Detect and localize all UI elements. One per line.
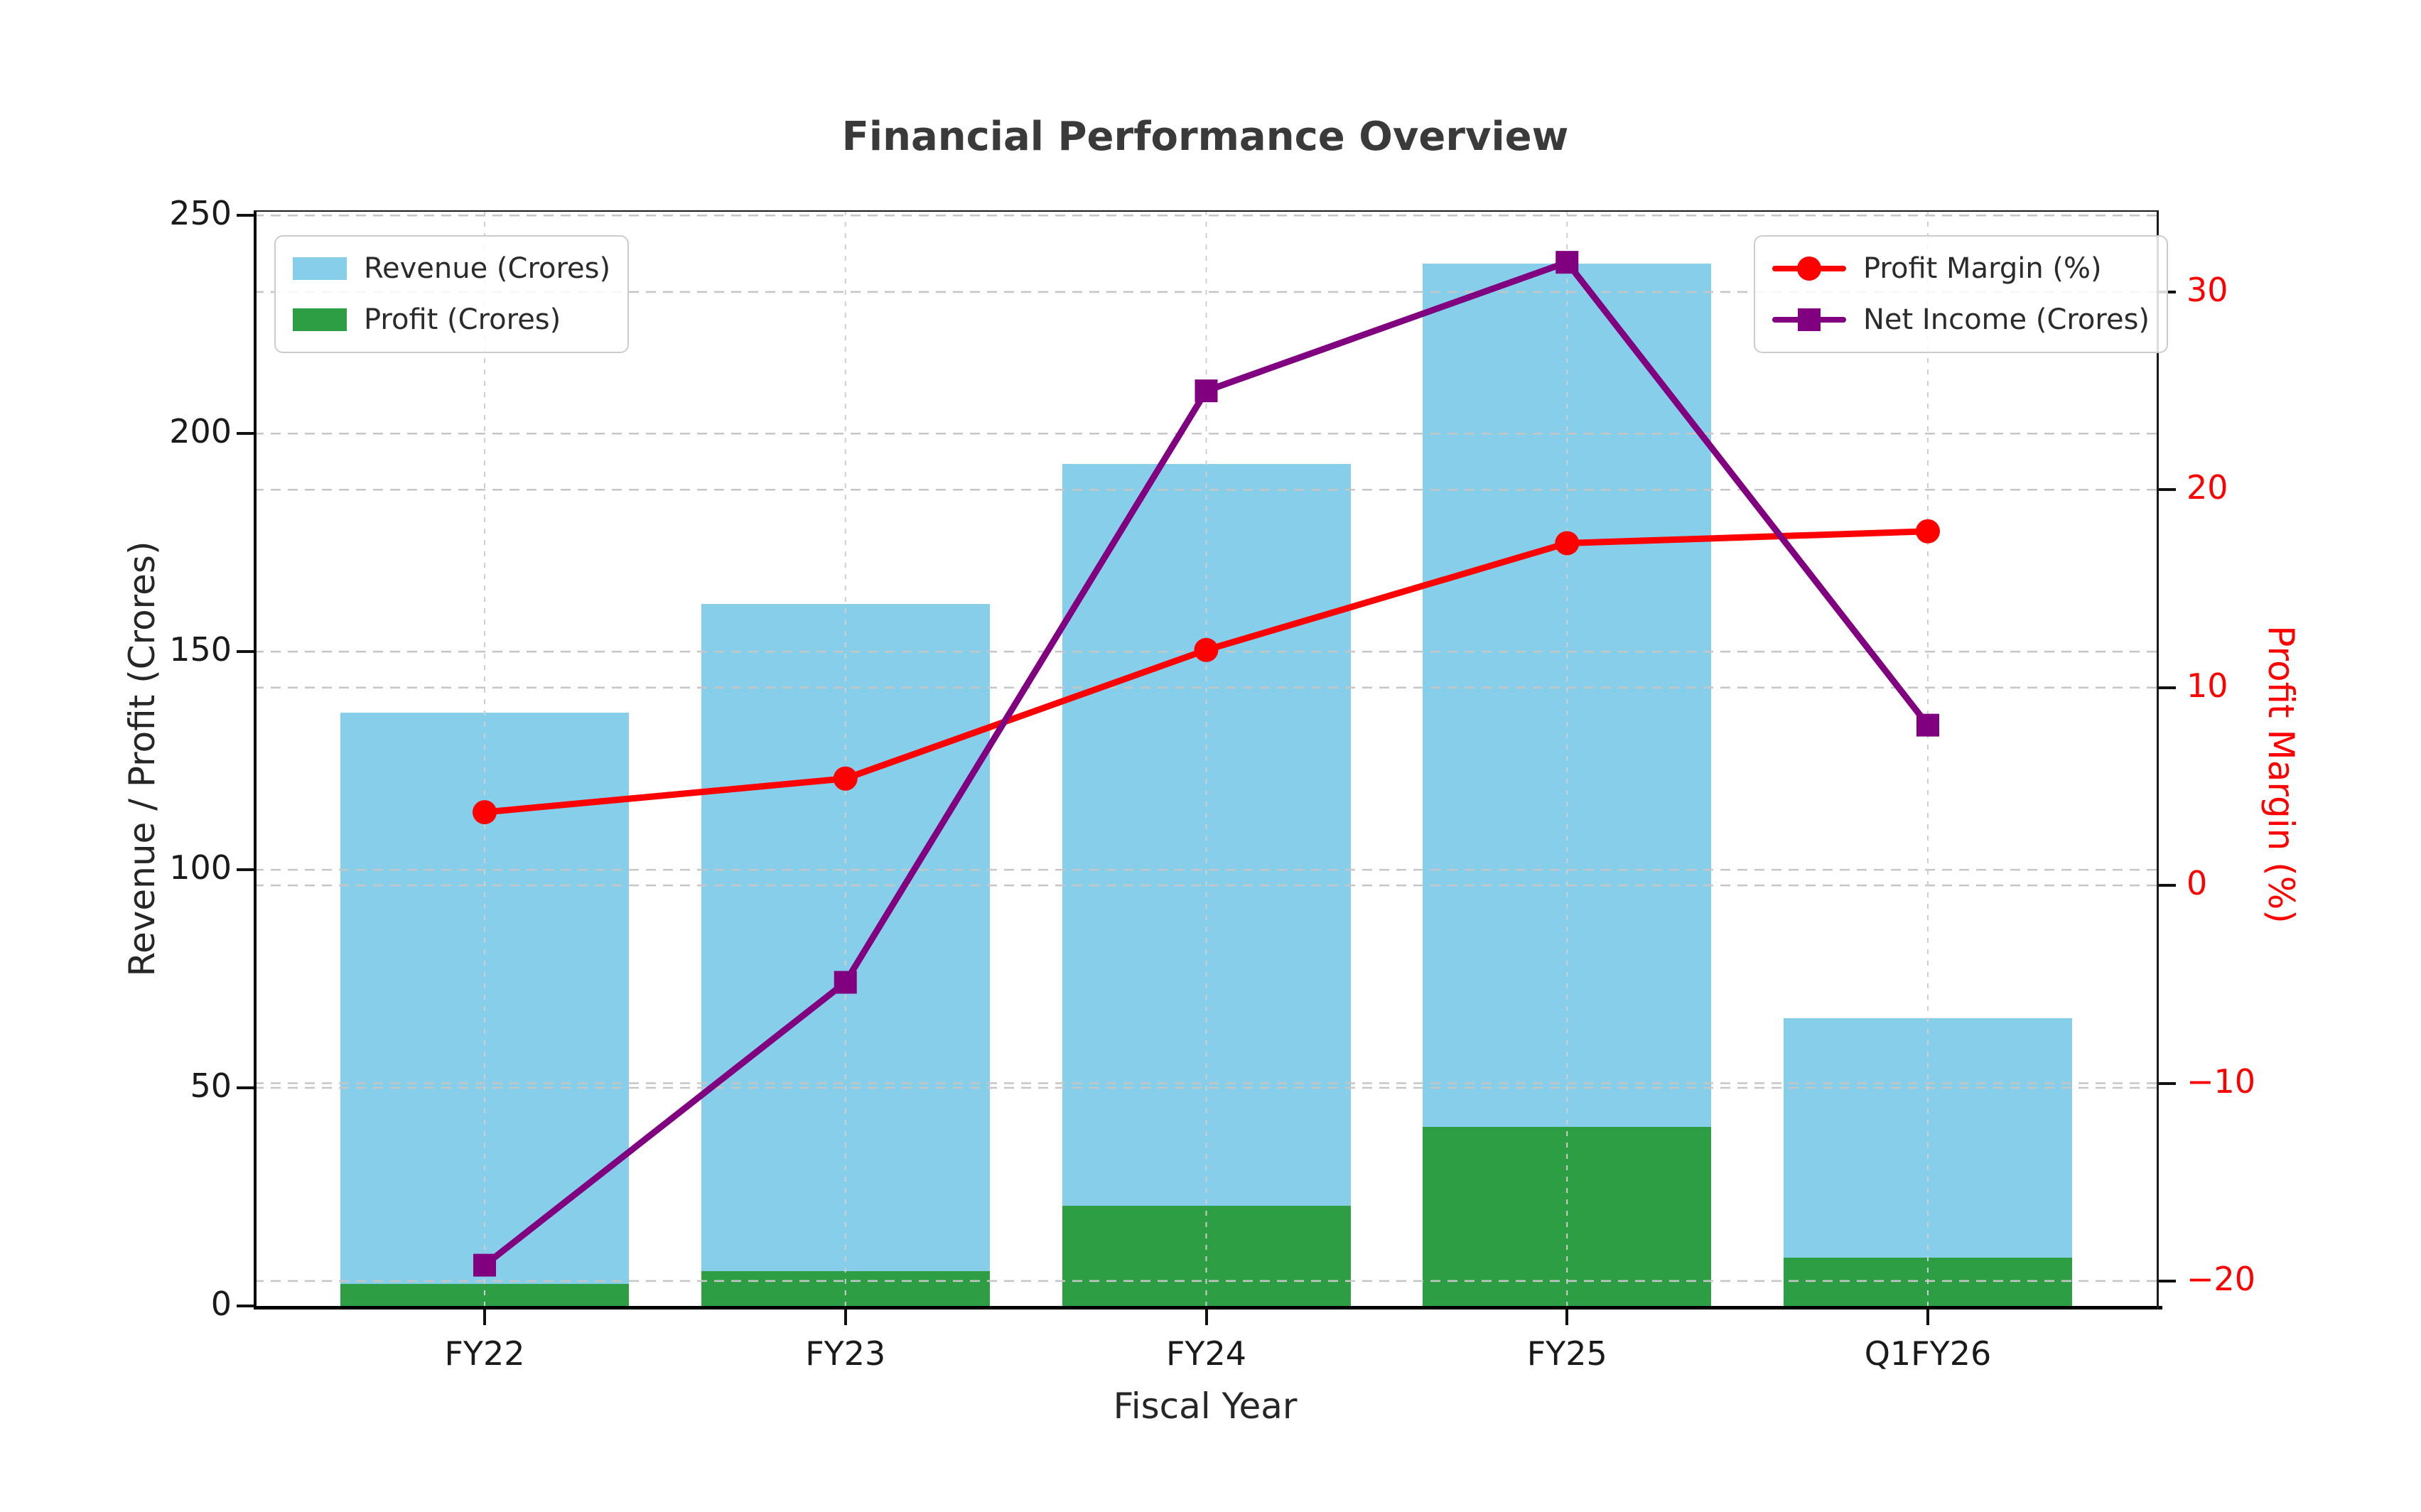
netincome-point-fy25	[1555, 251, 1579, 274]
profit-swatch-icon	[293, 308, 347, 331]
left-tick-label-50: 50	[190, 1066, 232, 1106]
revenue-swatch-icon	[293, 257, 347, 280]
legend-item-margin: Profit Margin (%)	[1772, 248, 2150, 289]
x-tick-fy24	[1204, 1310, 1208, 1325]
left-tick-200	[237, 432, 254, 436]
x-tick-fy25	[1565, 1310, 1569, 1325]
right-tick-label-20: 20	[2187, 468, 2228, 507]
right-tick-label--20: −20	[2187, 1259, 2256, 1298]
right-spine	[2157, 210, 2159, 1310]
margin-point-fy23	[833, 766, 858, 791]
margin-line-icon	[1772, 256, 1846, 281]
x-tick-q1fy26	[1926, 1310, 1929, 1325]
chart-title: Financial Performance Overview	[841, 114, 1569, 160]
bar-profit-fy23	[701, 1270, 990, 1307]
legend-label-revenue: Revenue (Crores)	[364, 252, 611, 285]
circle-marker-icon	[1797, 256, 1821, 281]
legend-lines: Profit Margin (%) Net Income (Crores)	[1754, 235, 2169, 353]
left-spine	[254, 210, 257, 1310]
left-tick-label-150: 150	[169, 630, 232, 669]
right-tick-label-10: 10	[2187, 666, 2228, 705]
left-tick-label-100: 100	[169, 848, 232, 887]
right-tick--10	[2159, 1081, 2176, 1085]
x-tick-fy22	[483, 1310, 486, 1325]
legend-item-revenue: Revenue (Crores)	[293, 248, 610, 289]
legend-label-netincome: Net Income (Crores)	[1863, 303, 2150, 336]
x-tick-label-fy22: FY22	[444, 1334, 525, 1373]
legend-bars: Revenue (Crores) Profit (Crores)	[274, 235, 630, 353]
right-tick-0	[2159, 884, 2176, 887]
left-tick-label-0: 0	[210, 1285, 232, 1323]
x-tick-label-q1fy26: Q1FY26	[1864, 1334, 1992, 1373]
left-tick-250	[237, 214, 254, 217]
top-spine	[254, 210, 2157, 212]
netincome-point-q1fy26	[1916, 713, 1939, 737]
bottom-spine	[254, 1306, 2162, 1310]
legend-label-profit: Profit (Crores)	[364, 303, 561, 336]
square-marker-icon	[1798, 308, 1821, 331]
left-tick-50	[237, 1086, 254, 1090]
margin-point-fy25	[1555, 531, 1580, 556]
right-tick-label-0: 0	[2187, 864, 2208, 903]
left-tick-label-200: 200	[169, 412, 232, 451]
margin-point-fy22	[473, 800, 497, 825]
right-tick-20	[2159, 488, 2176, 492]
right-tick-label--10: −10	[2187, 1062, 2256, 1101]
right-tick-label-30: 30	[2187, 270, 2228, 309]
x-axis-label: Fiscal Year	[1113, 1386, 1298, 1427]
legend-item-netincome: Net Income (Crores)	[1772, 299, 2150, 340]
legend-label-margin: Profit Margin (%)	[1863, 252, 2102, 285]
x-tick-label-fy24: FY24	[1165, 1334, 1247, 1373]
netincome-point-fy22	[473, 1253, 496, 1277]
margin-point-q1fy26	[1916, 519, 1940, 544]
margin-point-fy24	[1194, 637, 1219, 662]
netincome-point-fy24	[1195, 379, 1218, 403]
left-tick-150	[237, 650, 254, 654]
x-tick-fy23	[843, 1310, 847, 1325]
right-tick--20	[2159, 1279, 2176, 1282]
left-tick-0	[237, 1305, 254, 1307]
x-tick-label-fy25: FY25	[1526, 1334, 1607, 1373]
netincome-point-fy23	[834, 971, 857, 994]
left-tick-100	[237, 868, 254, 872]
legend-item-profit: Profit (Crores)	[293, 299, 610, 340]
right-tick-10	[2159, 686, 2176, 689]
x-tick-label-fy23: FY23	[805, 1334, 886, 1373]
netincome-line-icon	[1772, 308, 1846, 331]
left-tick-label-250: 250	[169, 194, 232, 233]
